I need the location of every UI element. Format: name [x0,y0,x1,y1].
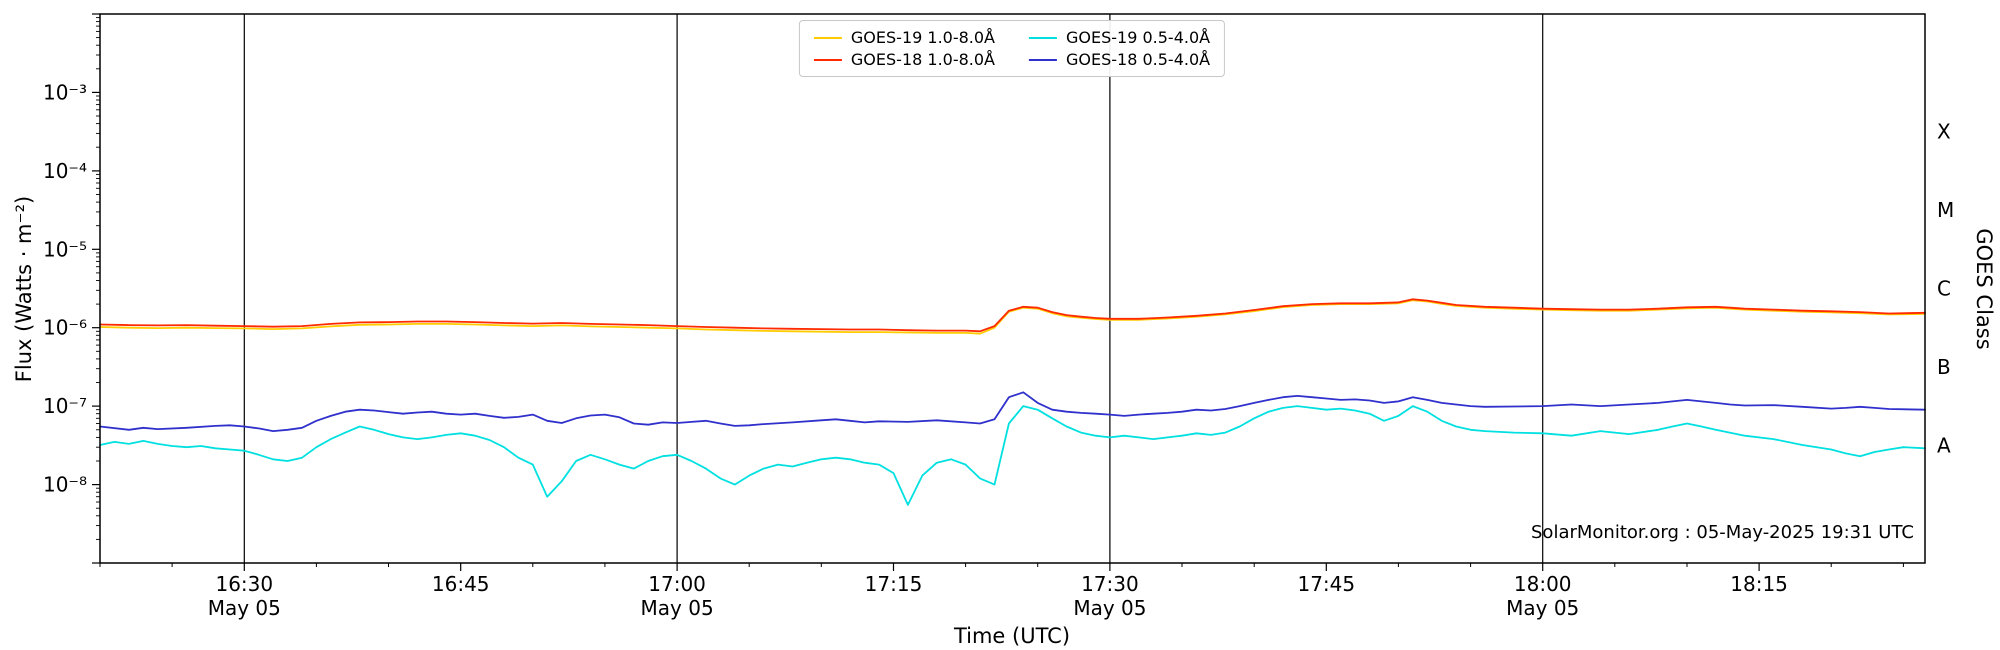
solarmonitor-credit: SolarMonitor.org : 05-May-2025 19:31 UTC [1531,522,1914,543]
legend-item-goes19-long: GOES-19 1.0-8.0Å [813,28,995,47]
legend-swatch-goes19-long [813,36,842,39]
legend-label: GOES-18 0.5-4.0Å [1066,50,1211,69]
x-tick-sublabel: May 05 [1506,596,1579,620]
x-axis-label: Time (UTC) [953,624,1071,648]
legend-item-goes19-short: GOES-19 0.5-4.0Å [1029,28,1210,47]
x-tick-label: 16:45 [432,572,490,596]
x-tick-label: 17:30 [1081,572,1139,596]
right-axis-label: GOES Class [1972,228,1996,350]
goes-class-X: X [1937,120,1951,144]
goes-class-C: C [1937,277,1951,301]
x-tick-label: 17:45 [1297,572,1355,596]
x-tick-sublabel: May 05 [1073,596,1146,620]
x-tick-label: 17:15 [865,572,923,596]
y-tick-label: 10⁻⁷ [43,394,87,418]
series-goes18-short [99,391,1926,433]
y-tick-label: 10⁻⁶ [43,316,87,340]
x-tick-sublabel: May 05 [208,596,281,620]
y-tick-label: 10⁻³ [43,80,87,104]
x-tick-label: 18:00 [1514,572,1572,596]
legend-label: GOES-19 1.0-8.0Å [850,28,995,47]
plot-frame [99,13,1926,564]
legend-swatch-goes18-short [1029,58,1057,61]
legend-label: GOES-18 1.0-8.0Å [850,50,995,69]
legend-item-goes18-long: GOES-18 1.0-8.0Å [813,50,995,69]
legend-label: GOES-19 0.5-4.0Å [1066,28,1211,47]
legend: GOES-19 1.0-8.0Å GOES-18 1.0-8.0Å GOES-1… [798,20,1226,77]
series-goes19-short [99,405,1926,506]
x-tick-label: 17:00 [648,572,706,596]
y-tick-label: 10⁻⁴ [43,159,87,183]
y-tick-label: 10⁻⁵ [43,237,87,261]
legend-swatch-goes19-short [1029,36,1057,39]
y-tick-label: 10⁻⁸ [43,473,87,497]
x-tick-sublabel: May 05 [641,596,714,620]
goes-class-M: M [1937,198,1954,222]
goes-class-B: B [1937,355,1951,379]
goes-class-A: A [1937,433,1951,457]
series-goes18-long [99,298,1926,333]
series-goes19-long [99,299,1926,335]
legend-swatch-goes18-long [813,58,842,61]
y-axis-label: Flux (Watts · m⁻²) [12,195,36,383]
x-tick-label: 18:15 [1730,572,1788,596]
legend-item-goes18-short: GOES-18 0.5-4.0Å [1029,50,1210,69]
x-tick-label: 16:30 [215,572,273,596]
